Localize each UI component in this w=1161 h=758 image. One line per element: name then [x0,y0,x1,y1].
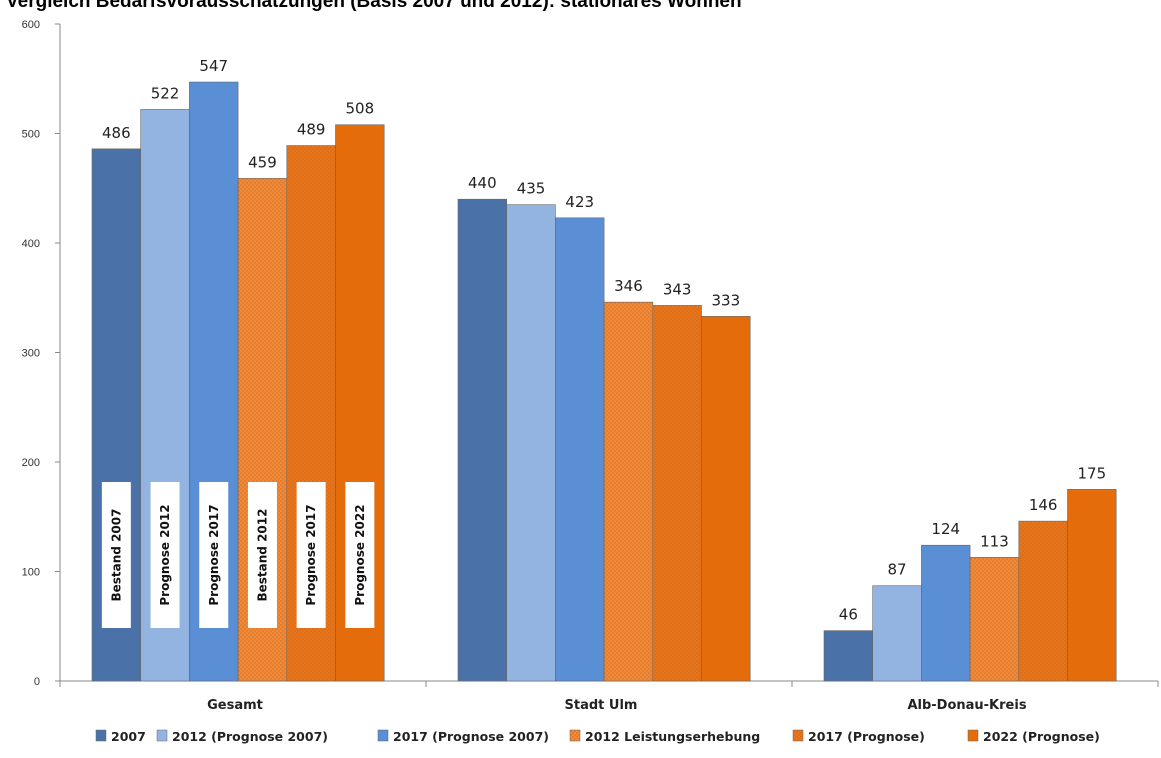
data-label: 87 [888,561,907,579]
legend-swatch-hatch [793,730,803,741]
data-label: 423 [565,193,594,211]
annotation-box [345,482,375,628]
legend-swatch [95,729,107,742]
annotation-box [247,482,277,628]
data-label: 489 [297,121,326,139]
data-label: 333 [712,291,741,309]
data-label: 124 [931,520,960,538]
bar [921,544,971,682]
data-label: 547 [199,57,228,75]
data-label: 459 [248,153,277,171]
data-label: 522 [151,84,180,102]
legend-swatch [967,729,979,742]
bar [872,585,922,682]
legend-swatch-hatch [570,730,580,741]
annotation-box [101,482,131,628]
y-tick-label: 600 [22,19,40,31]
legend-swatch [156,729,168,742]
annotation-label: Prognose 2012 [158,504,172,605]
data-label: 113 [980,532,1009,550]
bar [701,316,751,682]
legend-label: 2007 [111,729,146,744]
legend-label: 2012 (Prognose 2007) [172,729,328,744]
y-tick-label: 0 [34,676,40,688]
bar [1067,489,1117,682]
annotation-box [296,482,326,628]
legend-label: 2017 (Prognose 2007) [393,729,549,744]
annotation-label: Bestand 2012 [255,509,269,602]
data-label: 486 [102,124,131,142]
bar-hatch [604,302,653,681]
legend-label: 2012 Leistungserhebung [585,729,760,744]
legend-swatch [377,729,389,742]
data-label: 346 [614,277,643,295]
bar-hatch [652,305,702,681]
y-tick-label: 100 [22,567,40,579]
category-label: Alb-Donau-Kreis [907,698,1026,713]
y-tick-label: 300 [22,348,40,360]
bar-hatch [1018,521,1068,681]
data-label: 508 [346,100,375,118]
annotation-label: Bestand 2007 [109,509,123,602]
category-label: Stadt Ulm [565,698,638,713]
category-label: Gesamt [207,698,263,713]
bar [823,630,874,682]
data-label: 343 [663,280,692,298]
annotation-label: Prognose 2017 [304,504,318,605]
data-label: 435 [517,180,546,198]
data-label: 146 [1029,496,1058,514]
data-label: 46 [839,606,858,624]
bar [555,217,605,682]
annotation-box [199,482,229,628]
annotation-label: Prognose 2017 [207,504,221,605]
y-tick-label: 200 [22,457,40,469]
y-tick-label: 400 [22,238,40,250]
bar-hatch [970,557,1019,681]
chart-title: Vergleich Bedarfsvorausschätzungen (Basi… [6,0,742,12]
data-label: 175 [1078,464,1107,482]
bar [506,204,556,682]
bar [457,198,508,682]
legend-label: 2017 (Prognose) [808,729,925,744]
y-tick-label: 500 [22,129,40,141]
annotation-box [150,482,180,628]
data-label: 440 [468,174,497,192]
legend-label: 2022 (Prognose) [983,729,1100,744]
annotation-label: Prognose 2022 [353,504,367,605]
